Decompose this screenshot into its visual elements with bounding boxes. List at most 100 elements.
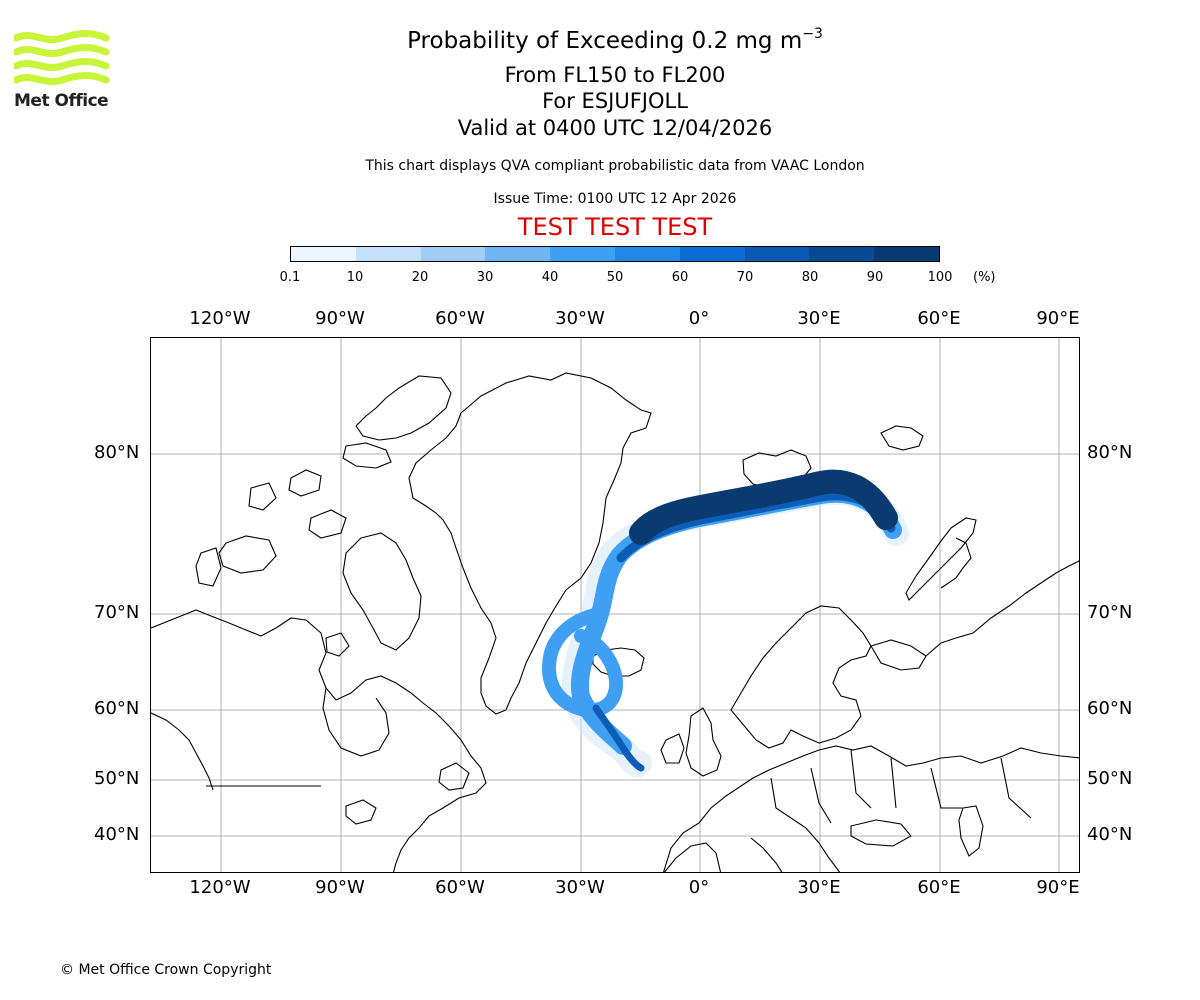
graticule [151,338,1079,872]
lat-label-left: 50°N [94,768,140,789]
russia-arctic-coast [925,560,1079,657]
lon-label-bottom: 30°E [797,877,841,898]
colorbar-tick-label: 40 [541,270,559,285]
victoria-coast [218,535,277,574]
lat-label-right: 80°N [1087,442,1133,463]
newfoundland-coast [438,762,470,791]
colorbar-tick-label: 30 [476,270,494,285]
ellesmere-coast [355,375,452,441]
issue-time: Issue Time: 0100 UTC 12 Apr 2026 [493,191,737,207]
plume-tail [592,704,645,772]
lon-label-bottom: 0° [688,877,710,898]
colorbar-tick-label: 80 [801,270,819,285]
lon-label-top: 120°W [189,308,251,329]
iberia-coast [663,842,722,872]
lon-label-top: 90°E [1036,308,1080,329]
copyright-notice: © Met Office Crown Copyright [60,962,272,978]
logo-text: Met Office [14,91,109,111]
italy-coast [750,837,783,872]
colorbar-tick-label: 60 [671,270,689,285]
coastlines [151,372,1079,872]
colorbar-tick-label: 0.1 [279,270,301,285]
map-canvas [151,338,1079,872]
colorbar-segment [420,247,486,261]
devon-coast [342,442,392,469]
probability-colorbar [290,246,940,262]
britain-coast [685,707,722,777]
colorbar-tick-label: 100 [927,270,953,285]
scandinavia-coast [730,605,872,749]
kola-coast [870,639,927,671]
test-banner: TEST TEST TEST [517,213,713,241]
borders [770,749,1032,824]
banks-coast [195,547,222,587]
colorbar-tick-label: 90 [866,270,884,285]
colorbar-unit: (%) [973,270,996,285]
chart-title: Probability of Exceeding 0.2 mg m−3 [0,26,1200,54]
colorbar-segment [291,247,356,261]
southampton-coast [325,632,350,657]
alaska-coast [151,712,214,791]
lon-label-bottom: 30°W [555,877,605,898]
lon-label-bottom: 90°W [315,877,365,898]
lat-label-right: 40°N [1087,824,1133,845]
balkan-coast [790,817,841,872]
map-panel [150,337,1080,873]
arctic-island-a [288,469,322,497]
black-sea [850,819,912,847]
arctic-island-c [248,482,277,511]
title-superscript: −3 [802,26,823,42]
iceland-coast [592,647,645,677]
colorbar-segment [614,247,680,261]
lon-label-bottom: 90°E [1036,877,1080,898]
arctic-island-b [308,509,347,539]
plume-loop [542,607,623,717]
plume-max [629,469,898,545]
title-prefix: Probability of Exceeding 0.2 mg m [407,28,803,54]
great-lakes [345,799,377,825]
met-office-logo-icon [14,30,110,85]
svalbard-coast [742,449,812,489]
hudson-bay-coast [322,687,390,757]
colorbar-segment [874,247,939,261]
plume-low-halo [561,478,909,778]
flight-level-subtitle: From FL150 to FL200 [504,63,726,87]
lat-label-right: 70°N [1087,602,1133,623]
lat-label-right: 60°N [1087,698,1133,719]
lon-label-bottom: 60°E [917,877,961,898]
colorbar-segment [485,247,551,261]
lat-label-left: 70°N [94,602,140,623]
novaya-zemlya-coast [905,517,977,601]
colorbar-segment [355,247,421,261]
colorbar-segment [679,247,745,261]
lon-label-top: 0° [688,308,710,329]
ireland-coast [660,733,685,764]
colorbar-tick-label: 20 [411,270,429,285]
valid-time-subtitle: Valid at 0400 UTC 12/04/2026 [457,116,773,140]
lon-label-bottom: 60°W [435,877,485,898]
lat-label-right: 50°N [1087,768,1133,789]
lon-label-bottom: 120°W [189,877,251,898]
lon-label-top: 90°W [315,308,365,329]
logo-waves [14,30,110,85]
colorbar-tick-label: 50 [606,270,624,285]
greenland-coast [408,372,652,715]
franz-josef-coast [880,425,924,451]
lon-label-top: 30°E [797,308,841,329]
lat-label-left: 40°N [94,824,140,845]
colorbar-segment [809,247,875,261]
colorbar-tick-label: 70 [736,270,754,285]
chart-description: This chart displays QVA compliant probab… [365,158,865,174]
yamal-coast [940,537,972,589]
baffin-coast [342,532,422,651]
colorbar-tick-label: 10 [346,270,364,285]
ash-probability-plume [542,469,909,778]
lat-label-left: 60°N [94,698,140,719]
lon-label-top: 30°W [555,308,605,329]
lon-label-top: 60°W [435,308,485,329]
lat-label-left: 80°N [94,442,140,463]
colorbar-segment [744,247,810,261]
colorbar-segment [550,247,615,261]
volcano-subtitle: For ESJUFJOLL [542,89,688,113]
caspian-sea [958,805,984,857]
